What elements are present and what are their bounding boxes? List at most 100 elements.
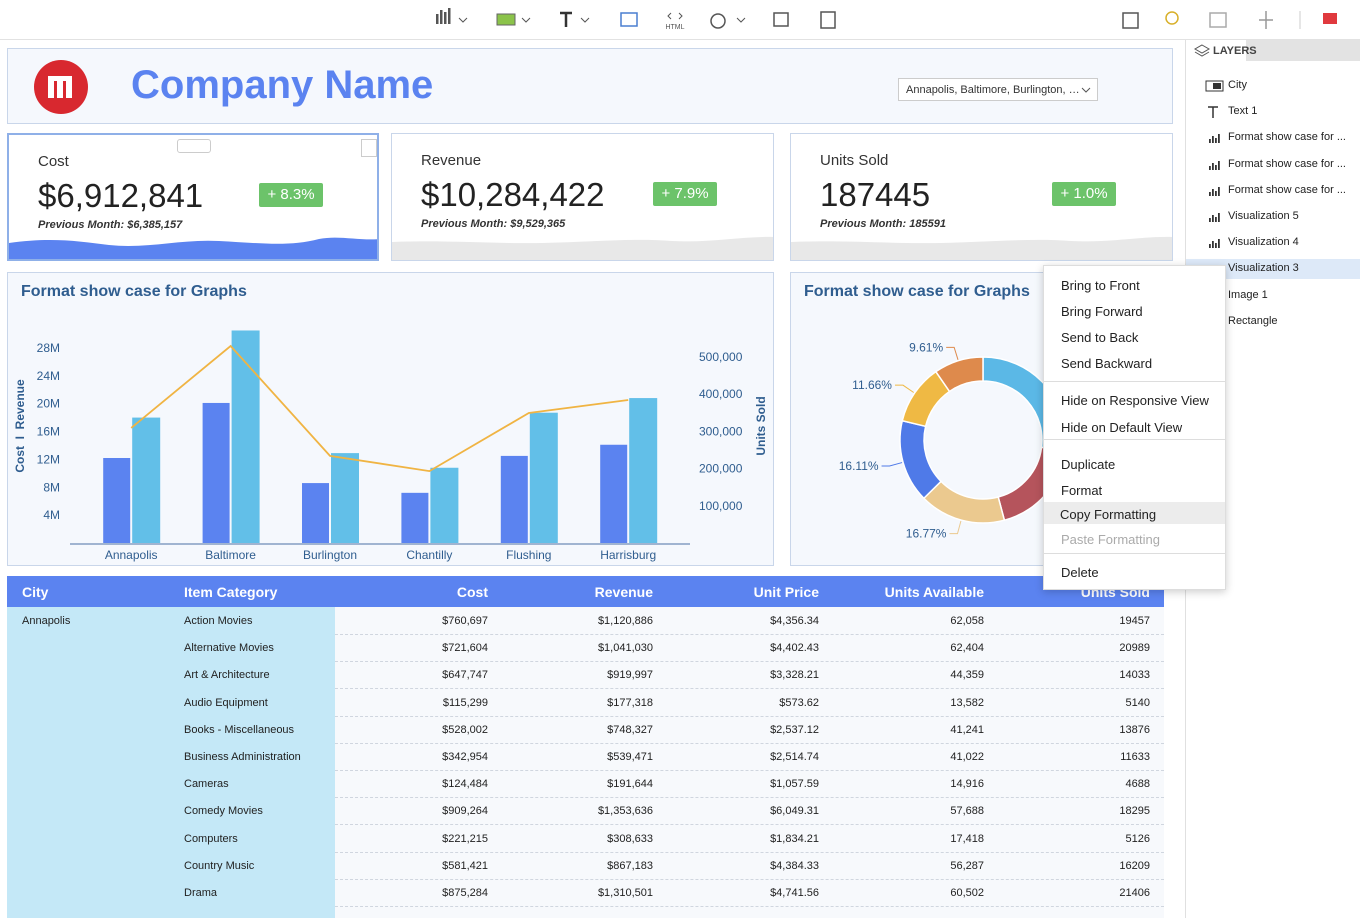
layer-item[interactable]: City [1186,76,1360,96]
donut-segment [900,421,941,499]
menu-item[interactable]: Bring to Front [1044,273,1225,295]
table-cell: $539,471 [607,751,653,763]
table-cell: $647,747 [442,669,488,681]
column-header[interactable]: City [22,584,48,600]
table-cell: $4,356.34 [770,615,819,627]
layer-item[interactable]: Format show case for ... [1186,155,1360,175]
table-cell: Annapolis [22,615,70,627]
icon-bar [1215,138,1217,143]
table-cell: Computers [184,833,238,845]
menu-item-label: Paste Formatting [1061,532,1160,547]
bar [103,458,130,543]
menu-item[interactable]: Duplicate [1044,452,1225,474]
table-cell: 13876 [1119,724,1150,736]
menu-item[interactable]: Send Backward [1044,351,1225,373]
context-menu: Bring to Front Bring Forward Send to Back S… [1043,265,1226,590]
x-tick-label: Annapolis [105,548,158,562]
icon-bar [1212,215,1214,222]
label-leader [882,463,903,466]
x-tick-label: Chantilly [406,548,452,562]
menu-item-label: Copy Formatting [1060,507,1156,522]
column-header[interactable]: Units Available [885,584,984,600]
table-cell: $308,633 [607,833,653,845]
layer-name: Image 1 [1228,289,1268,301]
menu-item-label: Duplicate [1061,457,1115,472]
icon-bar [1209,218,1211,222]
table-cell: $2,514.74 [770,751,819,763]
table-cell: 14033 [1119,669,1150,681]
layer-name: Visualization 4 [1228,236,1299,248]
row-divider [335,688,1164,689]
table-cell: $721,604 [442,642,488,654]
column-header[interactable]: Unit Price [754,584,819,600]
icon-fit [1210,13,1226,27]
table-cell: $1,353,636 [598,805,653,817]
menu-item[interactable]: Format [1044,478,1225,500]
table-cell: 20989 [1119,642,1150,654]
y2-tick-label: 500,000 [699,350,743,364]
menu-item[interactable]: Hide on Responsive View [1044,388,1225,410]
layer-item[interactable]: Text 1 [1186,102,1360,122]
menu-item-label: Format [1061,483,1102,498]
layer-item[interactable]: Visualization 4 [1186,233,1360,253]
table-cell: 14,916 [950,778,984,790]
table-cell: 18295 [1119,805,1150,817]
table-cell: $2,537.12 [770,724,819,736]
menu-item[interactable]: Delete [1044,560,1225,582]
y2-axis-title: Units Sold [754,396,768,455]
table-cell: $573.62 [779,697,819,709]
layer-icon [1204,78,1224,94]
row-divider [335,879,1164,880]
row-divider [335,906,1164,907]
layer-item[interactable]: Format show case for ... [1186,181,1360,201]
menu-item[interactable]: Send to Back [1044,325,1225,347]
label-leader [949,521,960,534]
charts: 4M8M12M16M20M24M28M100,000200,000300,000… [0,0,1185,570]
menu-separator [1044,381,1225,382]
table-cell: $191,644 [607,778,653,790]
row-divider [335,824,1164,825]
row-divider [335,716,1164,717]
row-divider [335,661,1164,662]
table-cell: $4,741.56 [770,887,819,899]
label-leader [946,347,958,359]
y2-tick-label: 200,000 [699,462,743,476]
layer-name: Format show case for ... [1228,184,1346,196]
table-cell: 4688 [1126,778,1150,790]
table-cell: 19457 [1119,615,1150,627]
column-header[interactable]: Cost [457,584,488,600]
table-cell: Drama [184,887,217,899]
column-header[interactable]: Item Category [184,584,277,600]
layer-icon [1204,104,1224,120]
layer-name: Format show case for ... [1228,131,1346,143]
layer-item[interactable]: Visualization 5 [1186,207,1360,227]
table-cell: Audio Equipment [184,697,268,709]
table-cell: $6,049.31 [770,805,819,817]
icon-bar [1212,241,1214,248]
table-cell: 44,359 [950,669,984,681]
layer-item[interactable]: Format show case for ... [1186,128,1360,148]
icon-bar [1212,163,1214,170]
table-cell: Business Administration [184,751,301,763]
menu-item[interactable]: Bring Forward [1044,299,1225,321]
table-cell: $1,057.59 [770,778,819,790]
icon-bar [1209,192,1211,196]
bar [501,456,528,543]
menu-item-label: Delete [1061,565,1099,580]
y-tick-label: 20M [37,397,60,411]
table-cell: $124,484 [442,778,488,790]
bar [600,445,627,543]
column-header[interactable]: Revenue [595,584,653,600]
table-cell: Action Movies [184,615,252,627]
menu-item[interactable]: Copy Formatting [1044,502,1225,524]
layer-name: Text 1 [1228,105,1257,117]
bar [331,453,359,543]
table-cell: 11633 [1120,751,1150,763]
table-cell: $1,310,501 [598,887,653,899]
layers-icon [1194,44,1210,58]
table-cell: Art & Architecture [184,669,270,681]
icon-bar [1218,239,1220,248]
menu-item[interactable]: Hide on Default View [1044,415,1225,437]
y-tick-label: 8M [43,480,60,494]
table-cell: Comedy Movies [184,805,263,817]
